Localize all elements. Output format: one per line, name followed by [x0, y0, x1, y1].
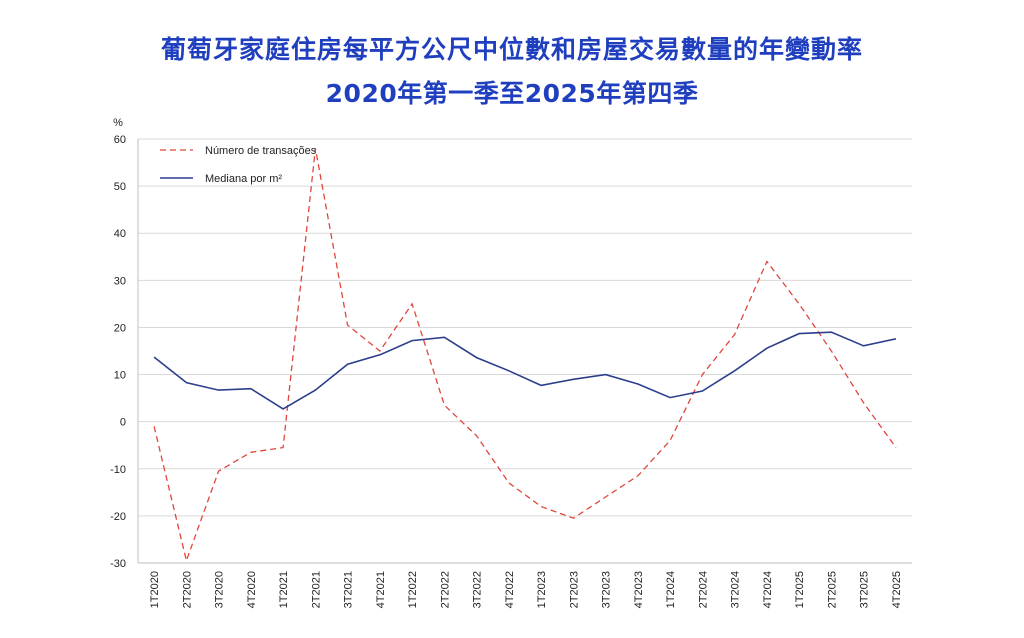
x-tick-label: 2T2024 [697, 571, 709, 608]
x-tick-label: 3T2022 [472, 571, 484, 608]
x-tick-label: 1T2024 [665, 571, 677, 608]
x-tick-label: 3T2020 [214, 571, 226, 608]
x-tick-label: 1T2025 [794, 571, 806, 608]
y-tick-label: 50 [114, 181, 126, 193]
y-tick-label: -20 [110, 511, 126, 523]
legend-label: Número de transações [205, 145, 317, 157]
x-tick-label: 4T2020 [246, 571, 258, 608]
y-tick-label: -30 [110, 558, 126, 570]
x-tick-label: 4T2022 [504, 571, 516, 608]
chart-title: 葡萄牙家庭住房每平方公尺中位數和房屋交易數量的年變動率 [160, 35, 863, 64]
y-tick-label: 60 [114, 134, 126, 146]
x-tick-label: 3T2021 [343, 571, 355, 608]
x-tick-label: 1T2021 [278, 571, 290, 608]
x-tick-label: 1T2020 [149, 571, 161, 608]
y-tick-label: -10 [110, 464, 126, 476]
series-line-median [153, 331, 897, 410]
y-axis-unit-label: % [113, 117, 123, 129]
x-tick-label: 4T2023 [633, 571, 645, 608]
x-tick-label: 4T2021 [375, 571, 387, 608]
series-line-transactions [153, 148, 897, 563]
x-tick-label: 2T2025 [826, 571, 838, 608]
y-tick-label: 0 [120, 417, 126, 429]
x-tick-label: 2T2022 [439, 571, 451, 608]
x-tick-label: 1T2022 [407, 571, 419, 608]
chart-subtitle: 2020年第一季至2025年第四季 [325, 79, 699, 108]
x-tick-label: 3T2025 [859, 571, 871, 608]
x-tick-label: 4T2025 [891, 571, 903, 608]
legend-label: Mediana por m² [205, 173, 282, 185]
x-tick-label: 2T2021 [310, 571, 322, 608]
x-tick-label: 1T2023 [536, 571, 548, 608]
x-tick-label: 2T2020 [181, 571, 193, 608]
x-tick-label: 3T2024 [730, 571, 742, 608]
y-tick-label: 30 [114, 275, 126, 287]
x-tick-label: 4T2024 [762, 571, 774, 608]
x-tick-label: 2T2023 [568, 571, 580, 608]
y-tick-label: 10 [114, 370, 126, 382]
y-tick-label: 20 [114, 322, 126, 334]
y-tick-label: 40 [114, 228, 126, 240]
x-tick-label: 3T2023 [601, 571, 613, 608]
